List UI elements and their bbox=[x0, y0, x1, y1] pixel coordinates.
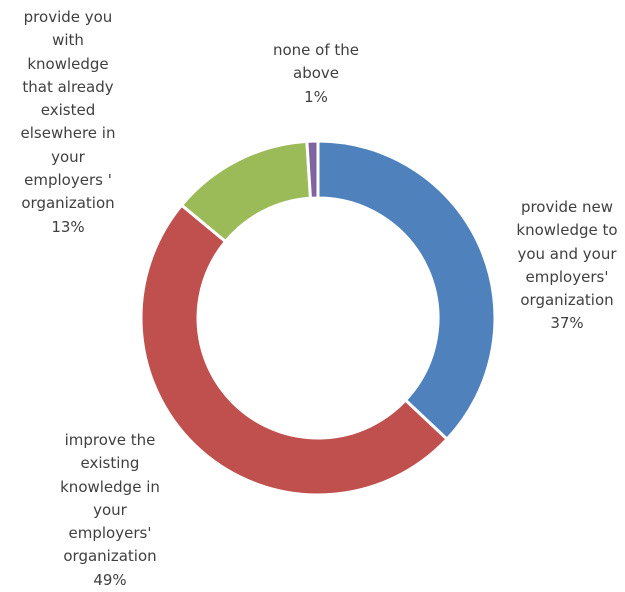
value-label: 1% bbox=[304, 87, 328, 106]
donut-segment bbox=[305, 139, 320, 200]
category-label: none of the above bbox=[272, 41, 360, 83]
donut-segment bbox=[139, 203, 450, 497]
donut-segment bbox=[316, 139, 497, 442]
data-label: provide new knowledge to you and your em… bbox=[508, 196, 625, 336]
data-label: none of the above 1% bbox=[266, 39, 366, 109]
data-label: provide you with knowledge that already … bbox=[14, 6, 122, 239]
value-label: 13% bbox=[51, 217, 85, 236]
data-label: improve the existing knowledge in your e… bbox=[54, 429, 166, 592]
value-label: 49% bbox=[93, 570, 127, 589]
category-label: improve the existing knowledge in your e… bbox=[60, 431, 160, 566]
value-label: 37% bbox=[550, 314, 584, 333]
category-label: provide you with knowledge that already … bbox=[20, 8, 116, 213]
category-label: provide new knowledge to you and your em… bbox=[516, 198, 618, 310]
